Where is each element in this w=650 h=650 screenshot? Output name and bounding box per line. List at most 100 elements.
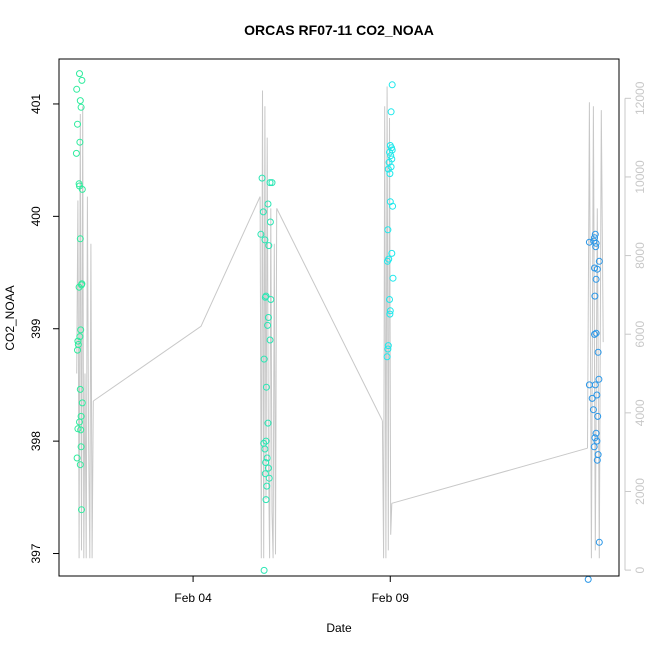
data-point-flight-4 xyxy=(592,239,600,247)
y-tick-label: 401 xyxy=(29,94,43,114)
data-point-flight-1 xyxy=(74,120,81,128)
data-point-flight-2 xyxy=(268,179,276,187)
data-point-flight-2 xyxy=(257,230,265,238)
altitude-line-6 xyxy=(391,447,588,504)
data-point-flight-2 xyxy=(264,314,272,321)
data-point-flight-1 xyxy=(76,418,83,426)
data-point-flight-4 xyxy=(590,443,598,451)
y-axis-left: 397 398 399 400 401 xyxy=(29,94,59,564)
data-point-flight-3 xyxy=(384,345,392,353)
data-point-flight-1 xyxy=(76,235,84,243)
data-point-flight-2 xyxy=(263,454,271,462)
data-point-flight-4 xyxy=(592,329,600,337)
data-point-flight-1 xyxy=(73,85,81,93)
data-point-flight-1 xyxy=(73,454,81,462)
data-point-flight-2 xyxy=(265,474,273,482)
x-tick-label: Feb 04 xyxy=(174,591,212,605)
data-point-flight-3 xyxy=(384,342,392,350)
data-point-flight-1 xyxy=(77,426,85,434)
data-point-flight-3 xyxy=(388,81,396,89)
data-point-flight-2 xyxy=(263,482,271,490)
data-point-flight-4 xyxy=(591,292,599,300)
data-point-flight-2 xyxy=(262,496,270,504)
data-point-flight-2 xyxy=(262,437,270,445)
y-axis-title: CO2_NOAA xyxy=(3,285,17,350)
data-point-flight-4 xyxy=(595,257,603,265)
data-point-flight-2 xyxy=(264,321,272,329)
data-point-flight-2 xyxy=(262,459,270,466)
altitude-line-1 xyxy=(76,106,94,559)
data-point-flight-1 xyxy=(77,443,85,451)
data-point-flight-1 xyxy=(78,185,86,193)
y2-tick-label: 4000 xyxy=(633,399,647,426)
data-point-flight-3 xyxy=(384,165,392,173)
data-point-flight-3 xyxy=(384,257,391,265)
data-point-flight-1 xyxy=(78,506,85,514)
data-point-flight-2 xyxy=(266,336,274,344)
data-point-flight-1 xyxy=(76,385,84,393)
data-point-flight-4 xyxy=(593,391,601,399)
altitude-line-2 xyxy=(93,196,261,402)
y-tick-label: 399 xyxy=(29,318,43,338)
data-point-flight-2 xyxy=(262,292,270,300)
data-point-flight-1 xyxy=(74,346,81,354)
data-point-flight-1 xyxy=(76,333,84,341)
y-tick-label: 398 xyxy=(29,431,43,451)
data-point-flight-4 xyxy=(584,575,592,583)
data-point-flight-2 xyxy=(264,200,272,208)
y2-tick-label: 8000 xyxy=(633,242,647,269)
data-point-flight-4 xyxy=(591,230,599,238)
data-point-flight-1 xyxy=(72,149,80,157)
data-point-flight-3 xyxy=(383,353,391,361)
data-point-flight-3 xyxy=(386,307,394,315)
data-point-flight-4 xyxy=(593,265,601,273)
data-point-flight-2 xyxy=(264,464,272,472)
data-point-flight-4 xyxy=(594,348,602,356)
y2-tick-label: 0 xyxy=(633,566,647,573)
data-point-flight-4 xyxy=(588,394,596,402)
altitude-lines xyxy=(76,86,604,559)
y2-tick-label: 2000 xyxy=(633,478,647,505)
data-point-flight-1 xyxy=(74,337,82,345)
data-point-flight-4 xyxy=(593,456,601,464)
data-point-flight-2 xyxy=(258,174,266,182)
data-point-flight-2 xyxy=(266,179,274,187)
data-point-flight-4 xyxy=(595,375,603,383)
data-point-flight-1 xyxy=(75,283,83,291)
y-tick-label: 397 xyxy=(29,543,43,563)
data-point-flight-3 xyxy=(385,158,393,166)
data-point-flight-3 xyxy=(388,249,396,257)
data-point-flight-4 xyxy=(589,406,597,414)
data-point-flight-2 xyxy=(261,470,269,478)
data-point-flight-3 xyxy=(386,148,393,156)
data-point-flight-4 xyxy=(592,275,600,283)
data-point-flight-4 xyxy=(592,243,600,251)
altitude-line-4 xyxy=(276,208,383,421)
data-point-flight-4 xyxy=(591,330,598,338)
data-point-flight-2 xyxy=(262,383,270,391)
plot-frame xyxy=(58,58,620,577)
data-point-flight-1 xyxy=(78,76,86,84)
data-point-flight-2 xyxy=(260,566,268,574)
data-point-flight-4 xyxy=(585,381,593,389)
y-tick-label: 400 xyxy=(29,206,43,226)
data-point-flight-1 xyxy=(76,97,84,105)
data-point-flight-4 xyxy=(593,437,601,445)
data-point-flight-1 xyxy=(77,326,85,334)
data-point-flight-2 xyxy=(261,236,269,244)
data-point-flight-3 xyxy=(387,152,395,160)
x-axis-title: Date xyxy=(326,621,352,635)
data-point-flight-1 xyxy=(77,103,85,111)
data-point-flight-3 xyxy=(386,310,394,318)
data-point-flight-2 xyxy=(261,445,269,453)
data-point-flight-3 xyxy=(387,108,395,116)
data-point-flight-2 xyxy=(259,208,267,216)
chart-title: ORCAS RF07-11 CO2_NOAA xyxy=(244,22,434,38)
altitude-line-3 xyxy=(259,90,278,559)
x-tick-label: Feb 09 xyxy=(372,591,410,605)
data-point-flight-3 xyxy=(389,202,397,210)
y2-tick-label: 10000 xyxy=(633,160,647,194)
data-point-flight-3 xyxy=(384,226,392,234)
data-point-flight-1 xyxy=(76,461,84,469)
